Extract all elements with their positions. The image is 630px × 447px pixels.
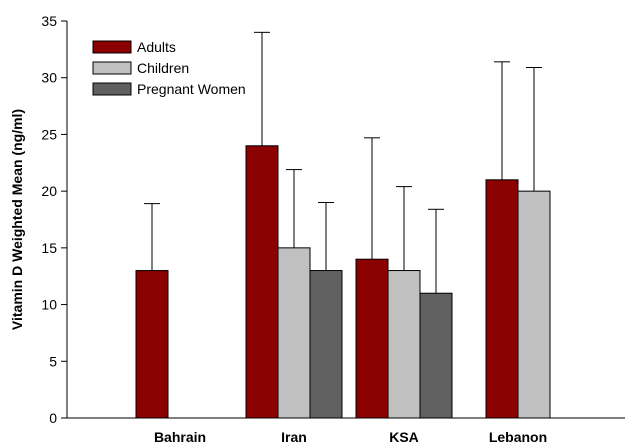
bar-children-iran (277, 247, 311, 419)
x-category-label: KSA (389, 429, 419, 445)
x-category-labels: Bahrain Iran KSA Lebanon (154, 429, 547, 445)
bar-adults-iran (245, 145, 279, 419)
bar-pregnant-women-iran (309, 270, 343, 419)
legend-label: Adults (137, 39, 176, 55)
y-tick-label: 15 (41, 240, 57, 256)
legend-label: Children (137, 60, 189, 76)
x-category-label: Bahrain (154, 429, 206, 445)
legend-swatch (92, 61, 132, 75)
legend-swatch (92, 40, 132, 54)
legend-label: Pregnant Women (137, 81, 246, 97)
x-category-label: Lebanon (489, 429, 547, 445)
y-tick-label: 5 (49, 353, 57, 369)
bars-layer (135, 31, 551, 419)
y-tick-label: 30 (41, 70, 57, 86)
y-tick-label: 0 (49, 410, 57, 426)
bar-adults-ksa (355, 258, 389, 419)
bar-children-lebanon (517, 190, 551, 419)
y-tick-label: 10 (41, 297, 57, 313)
legend: Adults Children Pregnant Women (92, 39, 246, 97)
y-tick-label: 35 (41, 13, 57, 29)
bar-children-ksa (387, 270, 421, 419)
y-tick-label: 25 (41, 126, 57, 142)
x-category-label: Iran (281, 429, 307, 445)
bar-adults-lebanon (485, 179, 519, 419)
bar-pregnant-women-ksa (419, 292, 453, 419)
y-tick-label: 20 (41, 183, 57, 199)
legend-swatch (92, 82, 132, 96)
axes-layer: 0 5 10 15 20 25 30 35 Bahrain Iran KSA Lebanon Vit… (9, 13, 625, 445)
y-axis-title: Vitamin D Weighted Mean (ng/ml) (9, 109, 25, 330)
bar-adults-bahrain (135, 270, 169, 419)
y-ticks: 0 5 10 15 20 25 30 35 (41, 13, 67, 426)
